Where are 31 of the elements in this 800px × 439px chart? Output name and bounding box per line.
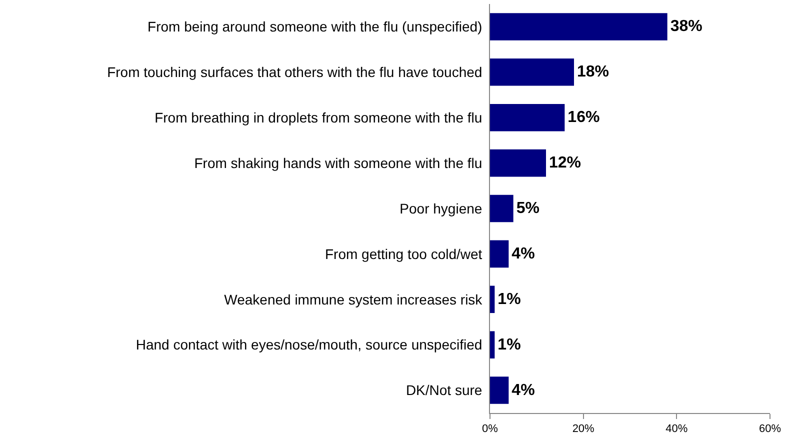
data-label: 5% <box>516 200 540 217</box>
bar <box>490 58 574 86</box>
x-tick-label: 40% <box>666 423 688 436</box>
y-tick-label: From being around someone with the flu (unspecified) <box>148 18 482 35</box>
bar <box>490 286 495 314</box>
bar <box>490 331 495 358</box>
bar <box>490 376 509 404</box>
bar <box>490 104 565 132</box>
data-label: 38% <box>670 18 702 36</box>
bar <box>490 149 546 177</box>
data-label: 1% <box>498 336 521 354</box>
data-label: 18% <box>577 64 610 81</box>
bar <box>490 194 514 222</box>
data-label: 1% <box>498 290 521 308</box>
data-label: 12% <box>549 154 582 172</box>
y-tick-label: From shaking hands with someone with the flu <box>194 154 482 171</box>
y-tick-label: From getting too cold/wet <box>325 246 482 262</box>
y-tick-label: DK/Not sure <box>406 382 482 398</box>
data-label: 4% <box>512 245 535 262</box>
y-tick-label: Weakened immune system increases risk <box>224 291 484 308</box>
x-tick-label: 0% <box>482 423 498 436</box>
y-tick-label: Poor hygiene <box>400 200 482 216</box>
y-tick-label: Hand contact with eyes/nose/mouth, source unspecified <box>136 336 482 353</box>
x-tick-label: 20% <box>572 423 595 436</box>
data-label: 4% <box>512 382 535 399</box>
bar <box>490 13 668 40</box>
data-label: 16% <box>568 109 600 126</box>
y-tick-label: From touching surfaces that others with the flu have touched <box>107 64 482 80</box>
y-tick-label: From breathing in droplets from someone with the flu <box>154 110 482 126</box>
bar <box>490 240 509 268</box>
x-tick-label: 60% <box>758 423 782 436</box>
